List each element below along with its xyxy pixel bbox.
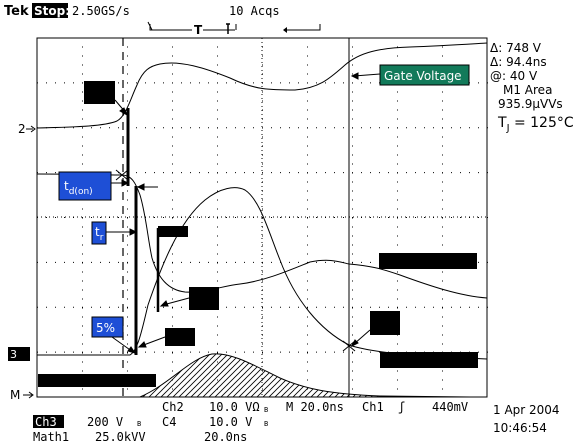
crossing-marker-1 [115, 169, 129, 181]
trigger-position-marker: T [194, 23, 203, 37]
acquisition-count: 10 Acqs [229, 4, 280, 18]
trigger-slope-icon: ʃ [398, 400, 405, 414]
ch4-bandwidth: B [264, 420, 268, 428]
ch3-label-badge[interactable] [33, 415, 64, 428]
math-marker[interactable]: M [10, 388, 20, 402]
ch3-marker: 3 [10, 348, 17, 361]
redaction-box-2 [189, 287, 219, 310]
crossing-marker-2 [342, 340, 356, 352]
redaction-box-7 [38, 374, 156, 387]
ch4-scale: 10.0 V [209, 415, 252, 429]
trigger-arrow-icon [283, 27, 287, 33]
delta-time-readout: Δ: 94.4ns [490, 55, 547, 69]
five-percent-label-box [91, 316, 124, 338]
redaction-box-4 [379, 253, 477, 269]
redaction-box-3 [165, 328, 195, 346]
measure-label: M1 Area [503, 83, 552, 97]
tr-label: tr [95, 225, 104, 243]
date-stamp: 1 Apr 2004 [493, 403, 560, 417]
annotation-arrows [106, 72, 381, 354]
math-label[interactable]: Math1 [33, 430, 69, 444]
run-state-label: Stop: [34, 4, 70, 18]
math-area-waveform [139, 353, 471, 398]
time-stamp: 10:46:54 [493, 421, 547, 435]
ch3-bandwidth: B [137, 420, 141, 428]
trigger-level: 440mV [432, 400, 468, 414]
ch2-scale: 10.0 VΩ [209, 400, 260, 414]
redaction-box-1 [84, 81, 115, 104]
trigger-source[interactable]: Ch1 [362, 400, 384, 414]
ch2-label[interactable]: Ch2 [162, 400, 184, 414]
junction-temperature: TJ = 125°C [497, 115, 574, 134]
ch3-scale: 200 V [87, 415, 123, 429]
td-on-label: td(on) [64, 179, 93, 197]
ch3-label: Ch3 [35, 415, 57, 429]
gate-voltage-waveform [36, 42, 488, 129]
math-time: 20.0ns [204, 430, 247, 444]
math-arrow-icon [23, 391, 34, 399]
measure-value: 935.9µVVs [498, 97, 563, 111]
gate-voltage-label: Gate Voltage [384, 69, 462, 83]
redaction-box-peak [158, 226, 188, 237]
redaction-box-6 [380, 352, 478, 368]
sample-rate: 2.50GS/s [72, 4, 130, 18]
brand-label: Tek [4, 4, 29, 19]
delta-voltage-readout: Δ: 748 V [490, 41, 542, 55]
trigger-bracket [147, 21, 321, 31]
ch2-bandwidth: B [264, 406, 268, 414]
tr-label-box [91, 221, 107, 245]
cursor-at-readout: @: 40 V [490, 69, 538, 83]
timebase[interactable]: M 20.0ns [286, 400, 344, 414]
trigger-point-marker [226, 23, 230, 34]
ch4-label[interactable]: C4 [162, 415, 176, 429]
ch3-marker-box[interactable] [8, 347, 30, 361]
five-percent-label: 5% [96, 321, 115, 335]
run-state-badge [32, 3, 68, 18]
redaction-box-5 [370, 311, 400, 335]
td-on-label-box [58, 171, 112, 201]
math-scale: 25.0kVV [95, 430, 146, 444]
ch2-arrow-icon [26, 125, 36, 133]
ch2-marker[interactable]: 2 [18, 122, 26, 136]
gate-voltage-label-box [379, 64, 470, 86]
